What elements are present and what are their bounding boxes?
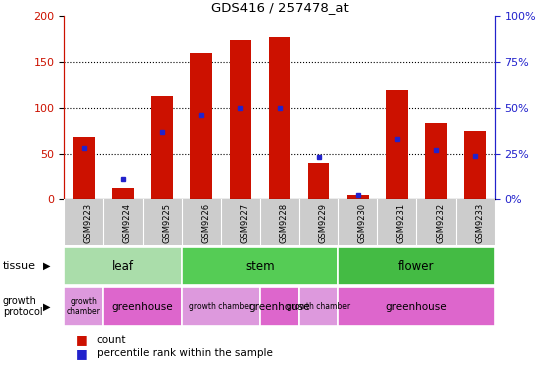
Bar bbox=[299, 287, 338, 326]
Bar bbox=[425, 123, 447, 199]
Text: ▶: ▶ bbox=[42, 302, 50, 311]
Text: stem: stem bbox=[245, 260, 274, 273]
Text: growth chamber: growth chamber bbox=[190, 302, 252, 311]
Text: ▶: ▶ bbox=[42, 261, 50, 271]
Bar bbox=[112, 188, 134, 199]
Title: GDS416 / 257478_at: GDS416 / 257478_at bbox=[211, 1, 348, 14]
Bar bbox=[191, 53, 212, 199]
Text: GSM9224: GSM9224 bbox=[123, 203, 132, 243]
Text: count: count bbox=[97, 335, 126, 345]
Text: growth
protocol: growth protocol bbox=[3, 296, 42, 317]
Text: GSM9225: GSM9225 bbox=[162, 203, 171, 243]
Bar bbox=[64, 247, 182, 285]
Text: GSM9227: GSM9227 bbox=[240, 203, 249, 243]
Bar bbox=[308, 163, 329, 199]
Text: GSM9223: GSM9223 bbox=[84, 203, 93, 243]
Bar bbox=[386, 90, 408, 199]
Text: percentile rank within the sample: percentile rank within the sample bbox=[97, 348, 273, 358]
Text: greenhouse: greenhouse bbox=[386, 302, 447, 311]
Bar bbox=[338, 287, 495, 326]
Bar bbox=[151, 96, 173, 199]
Bar bbox=[73, 137, 94, 199]
Text: ■: ■ bbox=[75, 333, 87, 346]
Text: greenhouse: greenhouse bbox=[249, 302, 310, 311]
Bar bbox=[465, 131, 486, 199]
Text: GSM9230: GSM9230 bbox=[358, 203, 367, 243]
Text: greenhouse: greenhouse bbox=[112, 302, 173, 311]
Text: leaf: leaf bbox=[112, 260, 134, 273]
Text: GSM9229: GSM9229 bbox=[319, 203, 328, 243]
Text: growth chamber: growth chamber bbox=[287, 302, 350, 311]
Text: tissue: tissue bbox=[3, 261, 36, 271]
Bar bbox=[182, 247, 338, 285]
Bar bbox=[230, 40, 251, 199]
Bar bbox=[260, 287, 299, 326]
Text: flower: flower bbox=[398, 260, 435, 273]
Text: ■: ■ bbox=[75, 347, 87, 360]
Bar bbox=[338, 247, 495, 285]
Bar bbox=[103, 287, 182, 326]
Bar bbox=[269, 37, 290, 199]
Bar bbox=[182, 287, 260, 326]
Text: GSM9232: GSM9232 bbox=[436, 203, 445, 243]
Text: growth
chamber: growth chamber bbox=[67, 297, 101, 316]
Text: GSM9226: GSM9226 bbox=[201, 203, 210, 243]
Text: GSM9233: GSM9233 bbox=[475, 203, 484, 243]
Text: GSM9228: GSM9228 bbox=[280, 203, 288, 243]
Text: GSM9231: GSM9231 bbox=[397, 203, 406, 243]
Bar bbox=[64, 287, 103, 326]
Bar bbox=[347, 195, 368, 199]
